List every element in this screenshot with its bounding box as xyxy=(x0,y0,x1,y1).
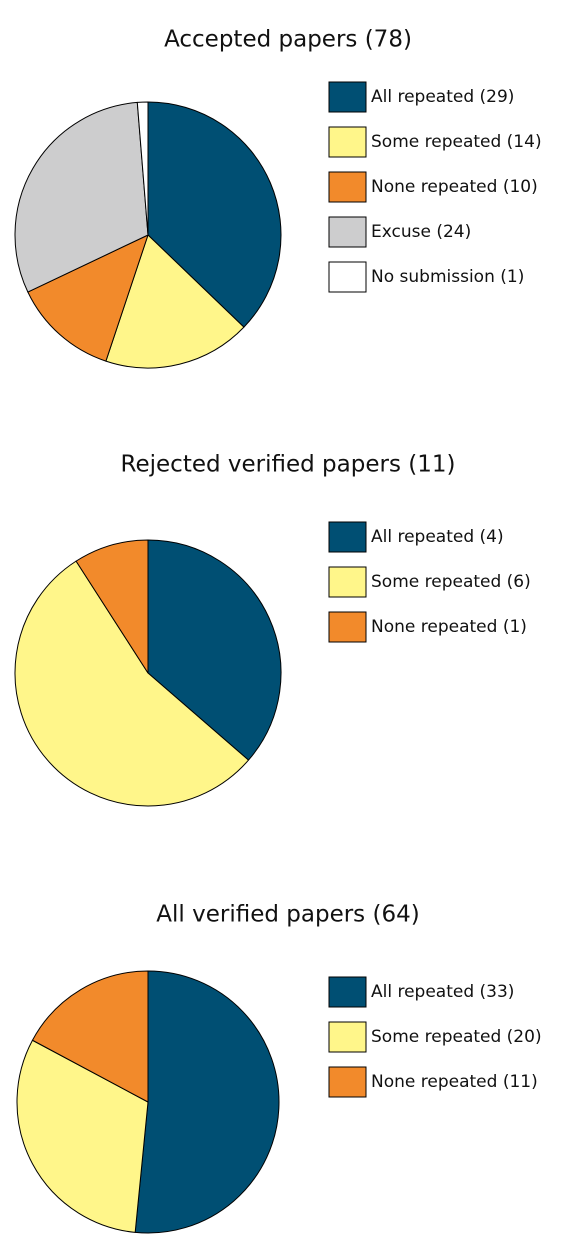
legend-label: Some repeated (14) xyxy=(371,132,542,152)
pie-slice xyxy=(134,970,280,1234)
legend-label: None repeated (11) xyxy=(371,1072,538,1092)
pie-slice xyxy=(27,234,149,362)
pie-slice xyxy=(136,101,149,236)
pie-slice xyxy=(105,234,245,369)
legend-swatch xyxy=(328,566,367,598)
legend-swatch xyxy=(328,126,367,158)
legend-swatch xyxy=(328,611,367,643)
pie-slice xyxy=(31,970,149,1103)
legend-label: All repeated (29) xyxy=(371,87,514,107)
legend-label: No submission (1) xyxy=(371,267,524,287)
chart-title: Rejected verified papers (11) xyxy=(121,452,456,478)
pie-slice xyxy=(14,101,149,293)
legend-swatch xyxy=(328,1021,367,1053)
legend-label: Excuse (24) xyxy=(371,222,471,242)
legend-swatch xyxy=(328,81,367,113)
legend-label: Some repeated (20) xyxy=(371,1027,542,1047)
pie-slice xyxy=(14,560,250,807)
legend-swatch xyxy=(328,216,367,248)
pie-slice xyxy=(147,101,282,328)
pie-slice xyxy=(75,539,149,674)
legend-swatch xyxy=(328,171,367,203)
legend-swatch xyxy=(328,261,367,293)
legend-swatch xyxy=(328,1066,367,1098)
legend-label: Some repeated (6) xyxy=(371,572,531,592)
legend-swatch xyxy=(328,521,367,553)
legend-label: All repeated (33) xyxy=(371,982,514,1002)
legend-label: None repeated (1) xyxy=(371,617,527,637)
legend-label: None repeated (10) xyxy=(371,177,538,197)
legend-swatch xyxy=(328,976,367,1008)
legend-label: All repeated (4) xyxy=(371,527,504,547)
chart-title: Accepted papers (78) xyxy=(164,27,412,53)
pie-slice xyxy=(147,539,282,761)
chart-title: All verified papers (64) xyxy=(156,902,419,928)
pie-slice xyxy=(16,1039,149,1233)
